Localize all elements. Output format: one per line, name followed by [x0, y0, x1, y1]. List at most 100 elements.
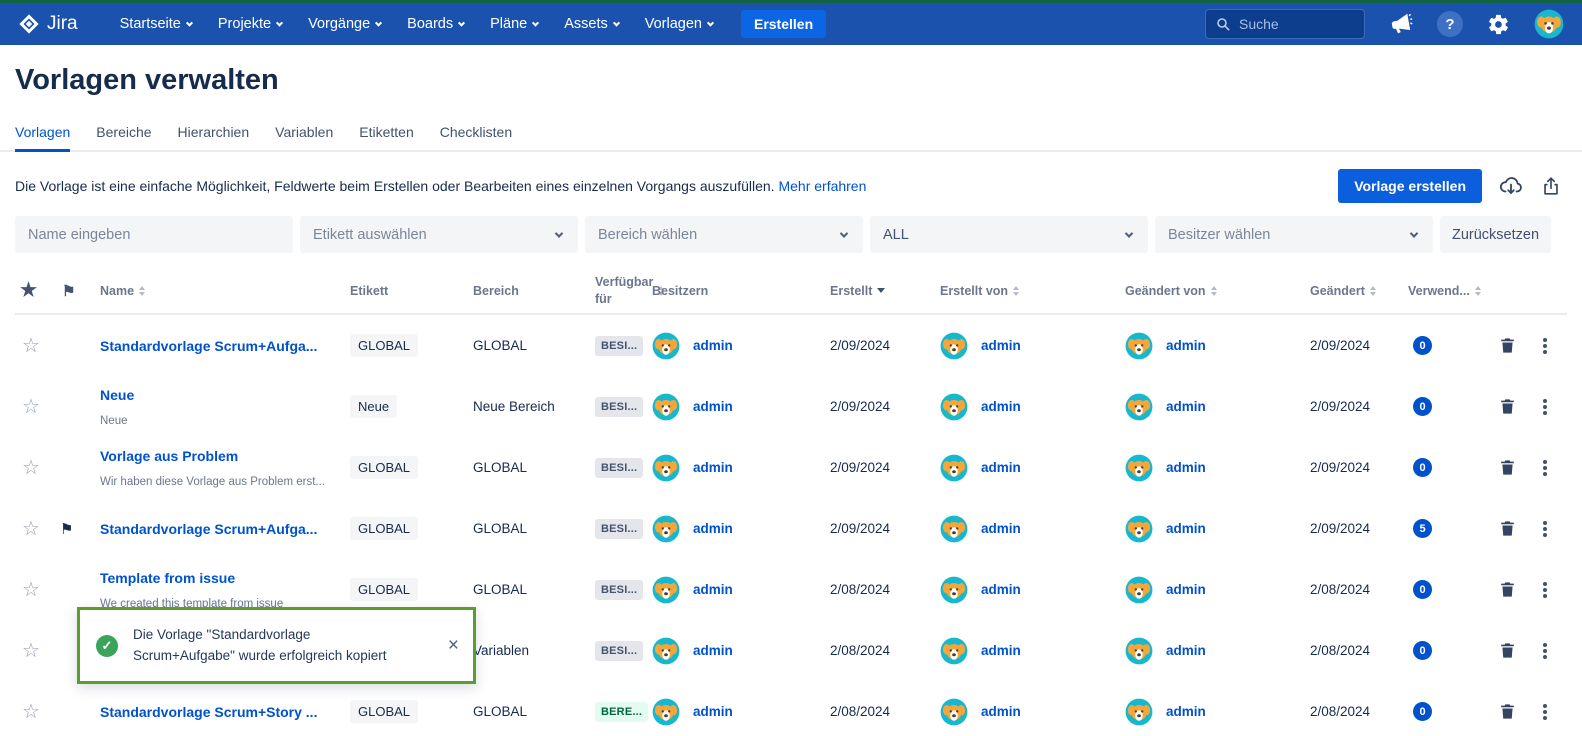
created-by-avatar[interactable]: [940, 515, 968, 543]
trash-icon[interactable]: [1498, 702, 1517, 721]
owner-avatar[interactable]: [652, 576, 680, 604]
tab-vorlagen[interactable]: Vorlagen: [15, 124, 71, 152]
help-icon[interactable]: ?: [1437, 11, 1463, 37]
created-by-link[interactable]: admin: [981, 582, 1021, 597]
star-icon[interactable]: ☆: [22, 579, 40, 601]
created-by-avatar[interactable]: [940, 332, 968, 360]
nav-boards[interactable]: Boards: [407, 16, 466, 32]
template-name-link[interactable]: Standardvorlage Scrum+Aufga...: [100, 337, 318, 354]
modified-by-avatar[interactable]: [1125, 637, 1153, 665]
search-box[interactable]: [1205, 9, 1365, 39]
owner-link[interactable]: admin: [693, 521, 733, 536]
name-filter-input[interactable]: [28, 226, 280, 243]
col-besitzern[interactable]: Besitzern: [652, 283, 709, 298]
owner-avatar[interactable]: [652, 332, 680, 360]
created-by-avatar[interactable]: [940, 454, 968, 482]
usage-count-badge[interactable]: 0: [1413, 641, 1432, 661]
owner-avatar[interactable]: [652, 515, 680, 543]
star-icon[interactable]: ☆: [22, 518, 40, 540]
col-name[interactable]: Name: [95, 284, 345, 298]
usage-count-badge[interactable]: 0: [1413, 702, 1432, 722]
tab-hierarchien[interactable]: Hierarchien: [177, 124, 250, 140]
kebab-menu-icon[interactable]: [1543, 526, 1547, 531]
created-by-link[interactable]: admin: [981, 704, 1021, 719]
modified-by-avatar[interactable]: [1125, 454, 1153, 482]
availability-badge[interactable]: BESI...: [595, 396, 644, 417]
nav-vorlagen[interactable]: Vorlagen: [645, 16, 715, 32]
search-input[interactable]: [1239, 16, 1349, 32]
nav-startseite[interactable]: Startseite: [120, 16, 193, 32]
user-avatar[interactable]: [1534, 9, 1564, 39]
owner-link[interactable]: admin: [693, 460, 733, 475]
col-verfuegbar[interactable]: Verfügbar für: [590, 274, 665, 307]
owner-avatar[interactable]: [652, 637, 680, 665]
usage-count-badge[interactable]: 0: [1413, 580, 1432, 600]
created-by-link[interactable]: admin: [981, 521, 1021, 536]
col-geaendert[interactable]: Geändert: [1300, 284, 1400, 298]
availability-badge[interactable]: BERE...: [595, 701, 649, 722]
availability-badge[interactable]: BESI...: [595, 579, 644, 600]
owner-link[interactable]: admin: [693, 399, 733, 414]
modified-by-avatar[interactable]: [1125, 332, 1153, 360]
usage-count-badge[interactable]: 0: [1413, 397, 1432, 417]
owner-link[interactable]: admin: [693, 643, 733, 658]
template-name-link[interactable]: Standardvorlage Scrum+Story ...: [100, 703, 318, 720]
owner-avatar[interactable]: [652, 698, 680, 726]
col-etikett[interactable]: Etikett: [350, 283, 389, 298]
template-name-link[interactable]: Template from issue: [100, 569, 236, 586]
kebab-menu-icon[interactable]: [1543, 648, 1547, 653]
created-by-link[interactable]: admin: [981, 399, 1021, 414]
import-cloud-icon[interactable]: [1499, 174, 1523, 198]
owner-link[interactable]: admin: [693, 704, 733, 719]
name-filter[interactable]: [15, 216, 293, 253]
tab-checklisten[interactable]: Checklisten: [439, 124, 513, 140]
kebab-menu-icon[interactable]: [1543, 465, 1547, 470]
owner-link[interactable]: admin: [693, 338, 733, 353]
megaphone-icon[interactable]: [1387, 10, 1415, 38]
star-icon[interactable]: ☆: [22, 457, 40, 479]
created-by-avatar[interactable]: [940, 576, 968, 604]
flag-icon[interactable]: ⚑: [60, 520, 74, 538]
col-verwendungen[interactable]: Verwend...: [1400, 284, 1490, 298]
availability-badge[interactable]: BESI...: [595, 640, 644, 661]
star-icon[interactable]: ☆: [22, 396, 40, 418]
created-by-avatar[interactable]: [940, 698, 968, 726]
modified-by-avatar[interactable]: [1125, 393, 1153, 421]
created-by-link[interactable]: admin: [981, 338, 1021, 353]
all-filter-select[interactable]: ALL: [870, 216, 1148, 253]
modified-by-link[interactable]: admin: [1166, 338, 1206, 353]
jira-logo[interactable]: Jira: [18, 13, 78, 35]
col-erstellt-von[interactable]: Erstellt von: [935, 284, 1120, 298]
created-by-link[interactable]: admin: [981, 460, 1021, 475]
modified-by-avatar[interactable]: [1125, 576, 1153, 604]
owner-avatar[interactable]: [652, 454, 680, 482]
star-column-header[interactable]: ★: [20, 280, 38, 301]
label-filter-select[interactable]: Etikett auswählen: [300, 216, 578, 253]
star-icon[interactable]: ☆: [22, 701, 40, 723]
col-geaendert-von[interactable]: Geändert von: [1120, 284, 1300, 298]
usage-count-badge[interactable]: 0: [1413, 336, 1432, 356]
nav-assets[interactable]: Assets: [564, 16, 620, 32]
trash-icon[interactable]: [1498, 458, 1517, 477]
owner-link[interactable]: admin: [693, 582, 733, 597]
trash-icon[interactable]: [1498, 641, 1517, 660]
modified-by-link[interactable]: admin: [1166, 582, 1206, 597]
availability-badge[interactable]: BESI...: [595, 335, 644, 356]
nav-vorgaenge[interactable]: Vorgänge: [308, 16, 383, 32]
nav-plaene[interactable]: Pläne: [490, 16, 540, 32]
tab-etiketten[interactable]: Etiketten: [359, 124, 414, 140]
modified-by-link[interactable]: admin: [1166, 399, 1206, 414]
tab-variablen[interactable]: Variablen: [275, 124, 334, 140]
template-name-link[interactable]: Vorlage aus Problem: [100, 447, 239, 464]
create-button[interactable]: Erstellen: [740, 10, 827, 38]
modified-by-avatar[interactable]: [1125, 698, 1153, 726]
nav-projekte[interactable]: Projekte: [218, 16, 284, 32]
create-template-button[interactable]: Vorlage erstellen: [1338, 169, 1482, 203]
scope-filter-select[interactable]: Bereich wählen: [585, 216, 863, 253]
star-icon[interactable]: ☆: [22, 335, 40, 357]
usage-count-badge[interactable]: 5: [1413, 519, 1432, 539]
reset-button[interactable]: Zurücksetzen: [1440, 216, 1551, 253]
trash-icon[interactable]: [1498, 336, 1517, 355]
modified-by-link[interactable]: admin: [1166, 521, 1206, 536]
col-bereich[interactable]: Bereich: [473, 283, 519, 298]
